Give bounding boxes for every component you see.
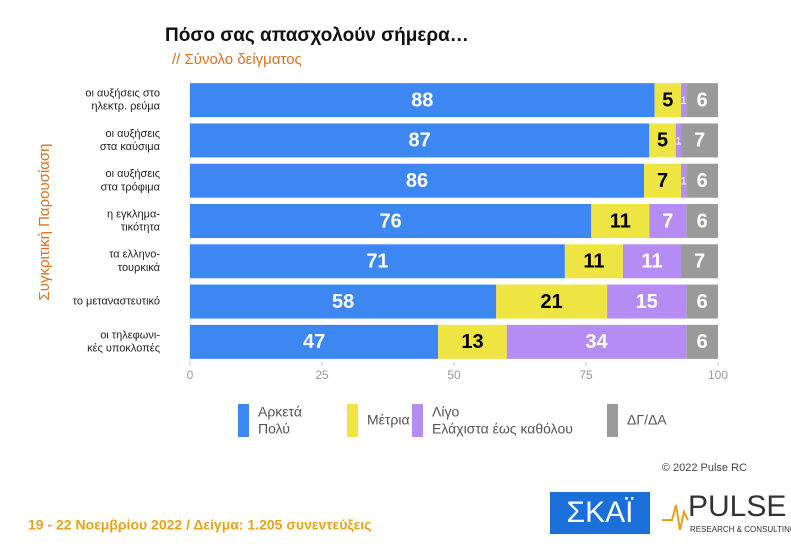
logo-box	[550, 492, 650, 534]
value-label: 47	[303, 331, 325, 353]
value-label: 71	[366, 251, 388, 273]
value-label: 6	[697, 170, 708, 192]
value-label: 1	[681, 176, 687, 188]
bar-segment	[686, 163, 718, 198]
value-label: 34	[585, 331, 608, 353]
bar-segment	[644, 163, 682, 198]
bar-segment	[681, 83, 687, 118]
y-tick-label: οι τηλεφωνι-κές υποκλοπές	[87, 329, 160, 354]
bar-segment	[190, 284, 497, 319]
legend-swatch	[238, 404, 249, 437]
value-label: 7	[662, 210, 673, 232]
x-tick-label: 25	[315, 368, 329, 382]
bar-segment	[681, 123, 718, 158]
logo-pulse-wave	[662, 504, 689, 531]
value-label: 88	[411, 89, 433, 111]
y-tick-label: οι αυξήσεις στα τρόφιμα	[101, 168, 161, 193]
legend-swatch	[607, 404, 618, 437]
bar-segment	[190, 324, 439, 359]
bar-segment	[686, 83, 718, 118]
value-label: 58	[332, 291, 354, 313]
bar-segment	[190, 244, 565, 279]
logo-left: ΣΚΑΪ	[567, 496, 635, 529]
bar-segment	[506, 324, 687, 359]
y-tick-label: οι αυξήσεις στο ηλεκτρ. ρεύμα	[85, 87, 160, 112]
value-label: 6	[697, 291, 708, 313]
chart-title: Πόσο σας απασχολούν σήμερα…	[165, 25, 469, 46]
bar-segment	[675, 123, 682, 158]
legend-swatch	[412, 404, 423, 437]
bar-segment	[649, 123, 676, 158]
value-label: 11	[641, 251, 662, 273]
value-label: 6	[697, 210, 708, 232]
value-label: 76	[380, 210, 402, 232]
value-label: 86	[406, 170, 428, 192]
value-label: 13	[461, 331, 483, 353]
legend-label: Αρκετά Πολύ	[258, 403, 302, 436]
bar-segment	[438, 324, 507, 359]
x-tick-label: 50	[447, 368, 461, 382]
bar-segment	[681, 244, 718, 279]
legend-label: Μέτρια	[367, 412, 410, 428]
legend-label: Λίγο Ελάχιστα έως καθόλου	[432, 403, 573, 436]
chart-subtitle: // Σύνολο δείγματος	[172, 51, 302, 68]
y-tick-label: η εγκλημα-τικότητα	[107, 208, 161, 233]
legend-swatch	[347, 404, 358, 437]
value-label: 6	[697, 331, 708, 353]
logo-right-sub: RESEARCH & CONSULTING	[690, 525, 791, 534]
value-label: 7	[694, 130, 705, 152]
footer: 19 - 22 Νοεμβρίου 2022 / Δείγμα: 1.205 σ…	[28, 517, 371, 533]
bar-segment	[622, 244, 682, 279]
x-tick-label: 0	[187, 368, 194, 382]
value-label: 7	[657, 170, 668, 192]
x-tick-label: 100	[708, 368, 728, 382]
bar-segment	[607, 284, 687, 319]
y-tick-label: το μεταναστευτικό	[73, 295, 160, 307]
bar-segment	[190, 123, 650, 158]
value-label: 21	[541, 291, 563, 313]
bar-segment	[564, 244, 623, 279]
y-tick-label: τα ελληνο-τουρκικά	[109, 249, 161, 274]
bar-segment	[190, 83, 655, 118]
legend-label: ΔΓ/ΔΑ	[627, 412, 667, 428]
bar-segment	[496, 284, 608, 319]
y-axis-label: Συγκριτική Παρουσίαση	[36, 143, 53, 300]
value-label: 15	[636, 291, 658, 313]
copyright: © 2022 Pulse RC	[662, 462, 747, 474]
bar-segment	[686, 324, 718, 359]
value-label: 11	[610, 210, 631, 232]
value-label: 1	[675, 135, 681, 147]
value-label: 5	[657, 130, 668, 152]
logo-right: PULSE	[688, 490, 786, 523]
bar-segment	[686, 284, 718, 319]
value-label: 5	[662, 89, 673, 111]
bar-segment	[686, 204, 718, 238]
value-label: 1	[681, 95, 687, 107]
value-label: 87	[409, 130, 431, 152]
value-label: 6	[697, 89, 708, 111]
bar-segment	[649, 204, 687, 238]
y-tick-label: οι αυξήσεις στα καύσιμα	[100, 128, 161, 153]
value-label: 11	[583, 251, 604, 273]
bar-segment	[591, 204, 650, 238]
value-label: 7	[694, 251, 705, 273]
bar-segment	[654, 83, 682, 118]
bar-segment	[190, 163, 645, 198]
bar-segment	[190, 204, 592, 238]
x-tick-label: 75	[579, 368, 593, 382]
bar-segment	[681, 163, 687, 198]
